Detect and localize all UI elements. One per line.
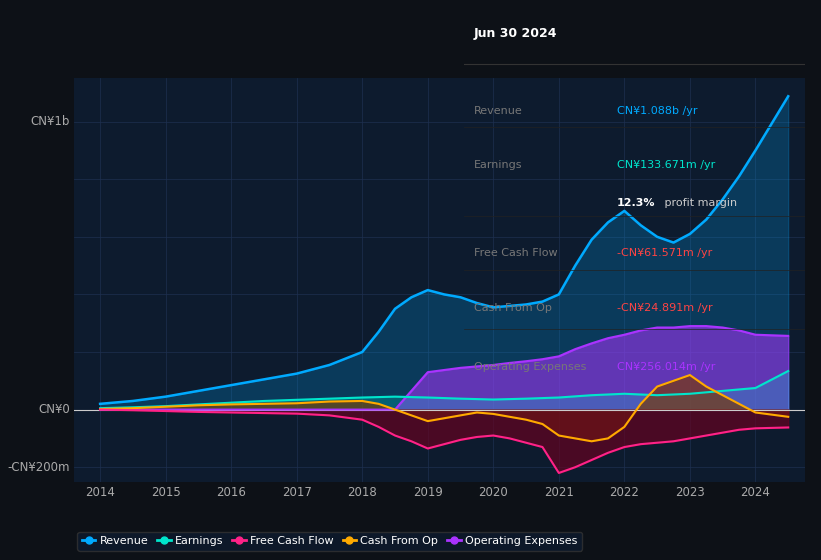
Legend: Revenue, Earnings, Free Cash Flow, Cash From Op, Operating Expenses: Revenue, Earnings, Free Cash Flow, Cash … xyxy=(77,532,582,550)
Text: -CN¥24.891m /yr: -CN¥24.891m /yr xyxy=(617,303,713,313)
Text: Cash From Op: Cash From Op xyxy=(474,303,552,313)
Text: -CN¥200m: -CN¥200m xyxy=(7,461,71,474)
Text: CN¥0: CN¥0 xyxy=(39,403,71,416)
Text: Free Cash Flow: Free Cash Flow xyxy=(474,249,557,258)
Text: 12.3%: 12.3% xyxy=(617,198,656,208)
Text: Earnings: Earnings xyxy=(474,160,523,170)
Text: Operating Expenses: Operating Expenses xyxy=(474,362,586,372)
Text: CN¥133.671m /yr: CN¥133.671m /yr xyxy=(617,160,715,170)
Text: CN¥1b: CN¥1b xyxy=(31,115,71,128)
Text: Revenue: Revenue xyxy=(474,106,523,115)
Text: Jun 30 2024: Jun 30 2024 xyxy=(474,27,557,40)
Text: profit margin: profit margin xyxy=(662,198,737,208)
Text: -CN¥61.571m /yr: -CN¥61.571m /yr xyxy=(617,249,713,258)
Text: CN¥256.014m /yr: CN¥256.014m /yr xyxy=(617,362,716,372)
Text: CN¥1.088b /yr: CN¥1.088b /yr xyxy=(617,106,698,115)
